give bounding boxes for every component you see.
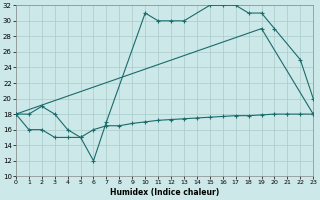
X-axis label: Humidex (Indice chaleur): Humidex (Indice chaleur) (110, 188, 219, 197)
